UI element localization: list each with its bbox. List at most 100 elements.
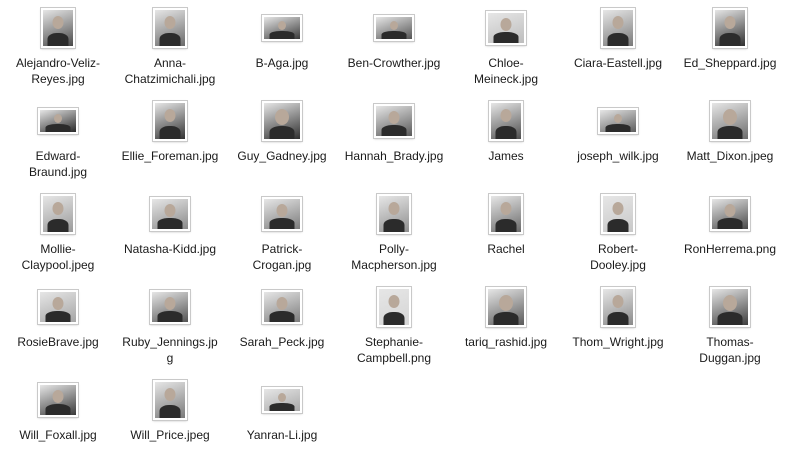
file-name-label: James	[450, 148, 562, 164]
file-item[interactable]: Will_Foxall.jpg	[2, 376, 114, 468]
file-item[interactable]: Anna- Chatzimichali.jpg	[114, 4, 226, 96]
file-name-line: Reyes.jpg	[31, 72, 85, 86]
image-thumbnail[interactable]	[150, 290, 190, 324]
file-name-line: tariq_rashid.jpg	[464, 335, 548, 349]
image-thumbnail[interactable]	[153, 380, 187, 420]
file-item[interactable]: Hannah_Brady.jpg	[338, 97, 450, 189]
thumbnail-frame	[377, 190, 411, 238]
file-name-line: Ellie_Foreman.jpg	[121, 149, 219, 163]
portrait-photo	[40, 292, 76, 322]
file-item[interactable]: Edward- Braund.jpg	[2, 97, 114, 189]
file-name-label: RosieBrave.jpg	[2, 334, 114, 350]
file-item[interactable]: Thomas- Duggan.jpg	[674, 283, 786, 375]
image-thumbnail[interactable]	[486, 287, 526, 327]
file-item[interactable]: Ed_Sheppard.jpg	[674, 4, 786, 96]
file-item[interactable]: tariq_rashid.jpg	[450, 283, 562, 375]
portrait-photo	[264, 389, 300, 411]
person-body-shape	[269, 403, 295, 411]
image-thumbnail[interactable]	[598, 108, 638, 134]
file-item[interactable]: Thom_Wright.jpg	[562, 283, 674, 375]
person-body-shape	[159, 33, 181, 46]
file-item[interactable]: Alejandro-Veliz- Reyes.jpg	[2, 4, 114, 96]
file-name-label: Ed_Sheppard.jpg	[674, 55, 786, 71]
image-thumbnail[interactable]	[150, 197, 190, 231]
file-item[interactable]: Sarah_Peck.jpg	[226, 283, 338, 375]
image-thumbnail[interactable]	[153, 8, 187, 48]
image-thumbnail[interactable]	[601, 287, 635, 327]
file-item[interactable]: Matt_Dixon.jpeg	[674, 97, 786, 189]
file-item[interactable]: Natasha-Kidd.jpg	[114, 190, 226, 282]
image-thumbnail[interactable]	[262, 101, 302, 141]
image-thumbnail[interactable]	[710, 287, 750, 327]
file-item[interactable]: Ellie_Foreman.jpg	[114, 97, 226, 189]
image-thumbnail[interactable]	[374, 15, 414, 41]
image-thumbnail[interactable]	[38, 383, 78, 417]
image-thumbnail[interactable]	[489, 194, 523, 234]
file-item[interactable]: Ben-Crowther.jpg	[338, 4, 450, 96]
image-thumbnail[interactable]	[262, 387, 302, 413]
image-thumbnail[interactable]	[710, 197, 750, 231]
image-thumbnail[interactable]	[713, 8, 747, 48]
file-item[interactable]: Robert- Dooley.jpg	[562, 190, 674, 282]
person-body-shape	[157, 311, 183, 322]
file-name-line: Polly-	[378, 242, 409, 256]
file-item[interactable]: Chloe- Meineck.jpg	[450, 4, 562, 96]
file-item[interactable]: Rachel	[450, 190, 562, 282]
file-item[interactable]: Mollie- Claypool.jpeg	[2, 190, 114, 282]
image-thumbnail[interactable]	[377, 194, 411, 234]
image-thumbnail[interactable]	[262, 15, 302, 41]
file-name-line: g	[166, 351, 174, 365]
person-head-shape	[52, 16, 64, 29]
thumbnail-frame	[598, 97, 638, 145]
person-head-shape	[276, 297, 288, 310]
image-thumbnail[interactable]	[262, 197, 302, 231]
image-thumbnail[interactable]	[489, 101, 523, 141]
file-item[interactable]: RonHerrema.png	[674, 190, 786, 282]
image-thumbnail[interactable]	[38, 290, 78, 324]
image-thumbnail[interactable]	[710, 101, 750, 141]
file-item[interactable]: Polly- Macpherson.jpg	[338, 190, 450, 282]
file-item[interactable]: James	[450, 97, 562, 189]
image-thumbnail[interactable]	[41, 8, 75, 48]
image-thumbnail[interactable]	[601, 8, 635, 48]
image-thumbnail[interactable]	[262, 290, 302, 324]
file-item[interactable]: RosieBrave.jpg	[2, 283, 114, 375]
file-item[interactable]: B-Aga.jpg	[226, 4, 338, 96]
image-thumbnail[interactable]	[601, 194, 635, 234]
thumbnail-frame	[38, 97, 78, 145]
person-body-shape	[493, 312, 519, 325]
file-name-label: Thom_Wright.jpg	[562, 334, 674, 350]
thumbnail-frame	[262, 376, 302, 424]
file-item[interactable]: Ruby_Jennings.jp g	[114, 283, 226, 375]
file-name-label: Hannah_Brady.jpg	[338, 148, 450, 164]
person-body-shape	[159, 405, 181, 418]
file-name-line: Braund.jpg	[28, 165, 88, 179]
portrait-photo	[379, 289, 409, 325]
file-item[interactable]: Will_Price.jpeg	[114, 376, 226, 468]
image-thumbnail[interactable]	[486, 11, 526, 45]
file-name-line: RonHerrema.png	[683, 242, 777, 256]
person-body-shape	[717, 126, 743, 139]
person-head-shape	[164, 109, 176, 122]
image-thumbnail[interactable]	[377, 287, 411, 327]
file-name-line: James	[488, 149, 524, 163]
file-name-label: Ben-Crowther.jpg	[338, 55, 450, 71]
image-thumbnail[interactable]	[374, 104, 414, 138]
file-name-line: RosieBrave.jpg	[17, 335, 99, 349]
person-head-shape	[388, 111, 400, 124]
image-thumbnail[interactable]	[41, 194, 75, 234]
thumbnail-frame	[262, 4, 302, 52]
file-name-label: tariq_rashid.jpg	[450, 334, 562, 350]
portrait-photo	[712, 103, 748, 139]
file-item[interactable]: Stephanie- Campbell.png	[338, 283, 450, 375]
image-thumbnail[interactable]	[153, 101, 187, 141]
file-name-label: Robert- Dooley.jpg	[562, 241, 674, 273]
portrait-photo	[712, 199, 748, 229]
file-item[interactable]: Guy_Gadney.jpg	[226, 97, 338, 189]
file-item[interactable]: Ciara-Eastell.jpg	[562, 4, 674, 96]
image-thumbnail[interactable]	[38, 108, 78, 134]
file-item[interactable]: joseph_wilk.jpg	[562, 97, 674, 189]
file-item[interactable]: Patrick- Crogan.jpg	[226, 190, 338, 282]
thumbnail-frame	[377, 283, 411, 331]
file-item[interactable]: Yanran-Li.jpg	[226, 376, 338, 468]
